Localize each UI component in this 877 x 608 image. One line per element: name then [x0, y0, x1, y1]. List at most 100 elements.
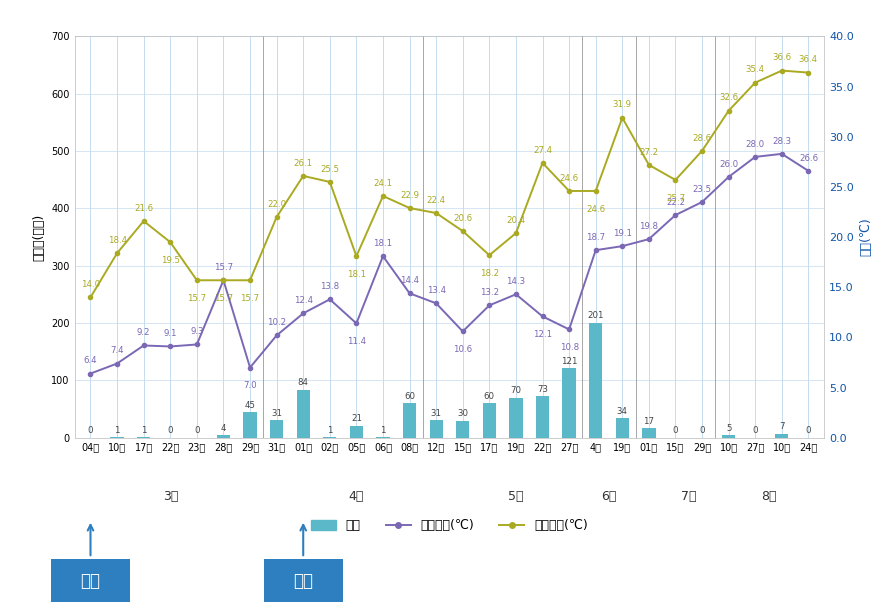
Text: 24.6: 24.6: [560, 174, 579, 182]
Text: 11.4: 11.4: [346, 337, 366, 347]
Text: 22.4: 22.4: [426, 196, 446, 205]
Text: 0: 0: [699, 426, 705, 435]
Y-axis label: 온도(℃): 온도(℃): [859, 218, 873, 257]
Text: 10.8: 10.8: [560, 344, 579, 352]
Bar: [296, 390, 310, 438]
Bar: [403, 403, 417, 438]
Text: 24.6: 24.6: [586, 205, 605, 214]
Y-axis label: 유살수(마리): 유살수(마리): [32, 213, 46, 261]
최고기온(℃): [245, 277, 255, 284]
최고기온(℃): [538, 159, 548, 167]
Text: 27.2: 27.2: [639, 148, 659, 156]
최고기온(℃): [750, 79, 760, 86]
Text: 3월: 3월: [162, 490, 178, 503]
Text: 10.2: 10.2: [267, 318, 286, 327]
Text: 7: 7: [779, 423, 785, 432]
Text: 12.1: 12.1: [533, 330, 553, 339]
평균기온(℃): [112, 360, 123, 367]
Text: 18.4: 18.4: [108, 236, 126, 245]
Text: 70: 70: [510, 386, 522, 395]
평균기온(℃): [245, 364, 255, 371]
Text: 7.4: 7.4: [111, 346, 124, 355]
Bar: [430, 420, 443, 438]
Text: 7월: 7월: [681, 490, 696, 503]
Bar: [217, 435, 230, 438]
Text: 4: 4: [221, 424, 226, 433]
Line: 평균기온(℃): 평균기온(℃): [89, 152, 810, 376]
Bar: [722, 435, 735, 438]
Text: 5월: 5월: [508, 490, 524, 503]
최고기온(℃): [139, 218, 149, 225]
Text: 14.0: 14.0: [81, 280, 100, 289]
평균기온(℃): [617, 243, 628, 250]
최고기온(℃): [617, 114, 628, 122]
Text: 26.6: 26.6: [799, 154, 818, 162]
최고기온(℃): [803, 69, 814, 76]
Text: 6월: 6월: [602, 490, 617, 503]
Text: 7.0: 7.0: [243, 381, 257, 390]
최고기온(℃): [510, 229, 521, 237]
Text: 14.4: 14.4: [400, 276, 419, 285]
Text: 30: 30: [457, 409, 468, 418]
Text: 6.4: 6.4: [83, 356, 97, 365]
평균기온(℃): [484, 302, 495, 309]
Text: 31: 31: [271, 409, 282, 418]
Text: 24.1: 24.1: [374, 179, 393, 188]
Bar: [562, 368, 576, 438]
평균기온(℃): [750, 153, 760, 161]
Text: 26.0: 26.0: [719, 159, 738, 168]
Text: 20.6: 20.6: [453, 214, 473, 223]
Text: 23.5: 23.5: [693, 185, 711, 194]
최고기온(℃): [298, 172, 309, 179]
Text: 20.4: 20.4: [506, 216, 525, 225]
Text: 18.7: 18.7: [586, 233, 605, 242]
평균기온(℃): [404, 289, 415, 297]
Text: 5: 5: [726, 424, 731, 433]
평균기온(℃): [538, 313, 548, 320]
Text: 8월: 8월: [760, 490, 776, 503]
평균기온(℃): [271, 332, 282, 339]
Text: 0: 0: [168, 426, 173, 435]
Text: 0: 0: [194, 426, 200, 435]
최고기온(℃): [218, 277, 229, 284]
평균기온(℃): [458, 328, 468, 335]
최고기온(℃): [776, 67, 787, 74]
Bar: [616, 418, 629, 438]
Text: 19.5: 19.5: [160, 256, 180, 265]
최고기온(℃): [324, 178, 335, 185]
평균기온(℃): [510, 291, 521, 298]
Text: 14.3: 14.3: [506, 277, 525, 286]
Text: 1: 1: [114, 426, 120, 435]
Text: 0: 0: [88, 426, 93, 435]
Text: 13.2: 13.2: [480, 288, 499, 297]
최고기온(℃): [484, 252, 495, 259]
평균기온(℃): [776, 150, 787, 157]
평균기온(℃): [670, 212, 681, 219]
Bar: [589, 322, 602, 438]
평균기온(℃): [85, 370, 96, 377]
Text: 22.0: 22.0: [267, 199, 286, 209]
Text: 45: 45: [245, 401, 255, 410]
Text: 28.6: 28.6: [693, 134, 711, 142]
Text: 9.2: 9.2: [137, 328, 151, 337]
Text: 19.8: 19.8: [639, 222, 659, 231]
Text: 0: 0: [806, 426, 811, 435]
Text: 73: 73: [537, 385, 548, 393]
Text: 0: 0: [673, 426, 678, 435]
Text: 19.1: 19.1: [613, 229, 631, 238]
최고기온(℃): [670, 176, 681, 184]
Bar: [510, 398, 523, 438]
Text: 조사: 조사: [293, 572, 313, 590]
Text: 0: 0: [752, 426, 758, 435]
Bar: [350, 426, 363, 438]
Bar: [456, 421, 469, 438]
평균기온(℃): [298, 309, 309, 317]
최고기온(℃): [165, 238, 175, 246]
Text: 4월: 4월: [349, 490, 364, 503]
Text: 36.4: 36.4: [799, 55, 818, 64]
평균기온(℃): [218, 277, 229, 284]
Text: 17: 17: [644, 416, 654, 426]
Text: 18.1: 18.1: [374, 239, 393, 248]
Text: 22.9: 22.9: [400, 191, 419, 199]
Text: 1: 1: [381, 426, 386, 435]
